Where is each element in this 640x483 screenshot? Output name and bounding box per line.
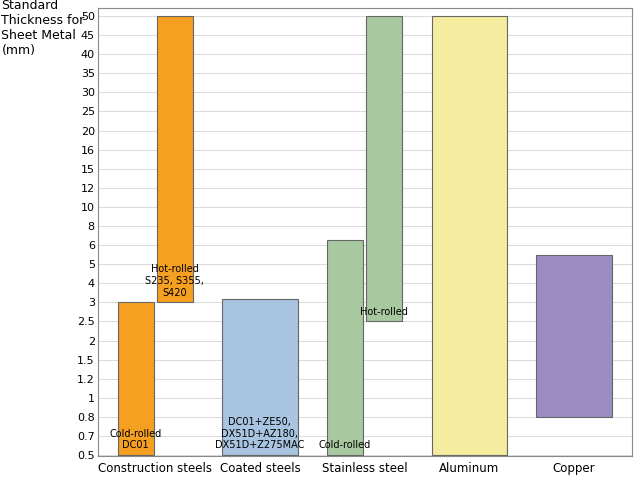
Text: Hot-rolled
S235, S355,
S420: Hot-rolled S235, S355, S420 <box>145 264 204 298</box>
Bar <box>366 16 403 322</box>
Text: DC01+ZE50,
DX51D+AZ180,
DX51D+Z275MAC: DC01+ZE50, DX51D+AZ180, DX51D+Z275MAC <box>215 417 305 450</box>
Bar <box>431 16 507 455</box>
Bar <box>536 255 612 417</box>
Bar <box>222 298 298 455</box>
Y-axis label: Standard
Thickness for
Sheet Metal
(mm): Standard Thickness for Sheet Metal (mm) <box>1 0 84 57</box>
Text: Hot-rolled: Hot-rolled <box>360 307 408 317</box>
Bar <box>118 302 154 455</box>
Bar <box>327 241 363 455</box>
Bar <box>157 16 193 302</box>
Text: Cold-rolled: Cold-rolled <box>319 440 371 450</box>
Text: Cold-rolled
DC01: Cold-rolled DC01 <box>109 429 162 450</box>
